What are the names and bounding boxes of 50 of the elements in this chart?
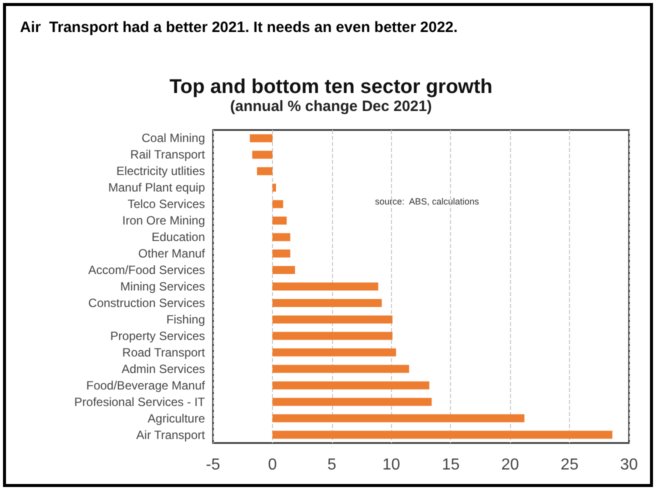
y-tick-label: Fishing bbox=[166, 312, 205, 326]
x-tick-label: 25 bbox=[560, 456, 579, 474]
bar bbox=[250, 134, 272, 142]
x-tick-label: 30 bbox=[620, 456, 638, 474]
y-tick-label: Rail Transport bbox=[130, 148, 206, 162]
y-tick-label: Admin Services bbox=[122, 362, 205, 376]
bar bbox=[272, 430, 612, 439]
bar bbox=[272, 200, 284, 208]
x-tick-label: 20 bbox=[501, 456, 520, 474]
y-tick-label: Construction Services bbox=[88, 296, 205, 310]
x-tick-label: 15 bbox=[442, 456, 460, 474]
y-tick-label: Electricity utlities bbox=[116, 164, 205, 178]
bar bbox=[272, 184, 276, 192]
y-tick-label: Iron Ore Mining bbox=[122, 214, 205, 228]
y-tick-label: Food/Beverage Manuf bbox=[86, 378, 206, 392]
y-tick-label: Manuf Plant equip bbox=[108, 180, 206, 195]
bar bbox=[272, 315, 392, 324]
bar bbox=[272, 414, 524, 422]
bar bbox=[272, 250, 290, 258]
bar bbox=[272, 348, 396, 356]
y-tick-label: Air Transport bbox=[136, 428, 206, 442]
x-tick-label: 10 bbox=[382, 456, 400, 474]
x-tick-label: 0 bbox=[268, 456, 277, 474]
y-tick-label: Mining Services bbox=[120, 280, 205, 294]
annotation: source: ABS, calculations bbox=[375, 196, 480, 206]
y-tick-label: Accom/Food Services bbox=[88, 263, 205, 278]
x-tick-label: -5 bbox=[206, 456, 220, 474]
y-tick-label: Agriculture bbox=[148, 411, 206, 426]
y-tick-label: Other Manuf bbox=[138, 246, 206, 261]
y-tick-label: Property Services bbox=[110, 328, 205, 343]
bar bbox=[272, 381, 430, 390]
chart-subtitle: (annual % change Dec 2021) bbox=[230, 98, 432, 115]
x-tick-label: 5 bbox=[327, 456, 336, 474]
bar bbox=[272, 298, 382, 307]
y-tick-label: Road Transport bbox=[122, 345, 206, 360]
bar bbox=[256, 167, 272, 176]
y-tick-label: Profesional Services - IT bbox=[74, 394, 206, 409]
bar bbox=[272, 332, 392, 340]
y-tick-label: Telco Services bbox=[128, 197, 205, 212]
text: Air Transport had a better 2021. It needs an even better 2022. bbox=[20, 19, 458, 36]
bar bbox=[272, 233, 290, 242]
bar bbox=[272, 364, 410, 373]
chart-title: Top and bottom ten sector growth bbox=[170, 76, 492, 98]
bar bbox=[272, 398, 432, 406]
bar bbox=[252, 150, 272, 159]
y-tick-label: Coal Mining bbox=[142, 131, 205, 146]
y-tick-label: Education bbox=[152, 230, 205, 244]
bar bbox=[272, 216, 287, 225]
bar bbox=[272, 282, 378, 290]
bar bbox=[272, 266, 296, 274]
